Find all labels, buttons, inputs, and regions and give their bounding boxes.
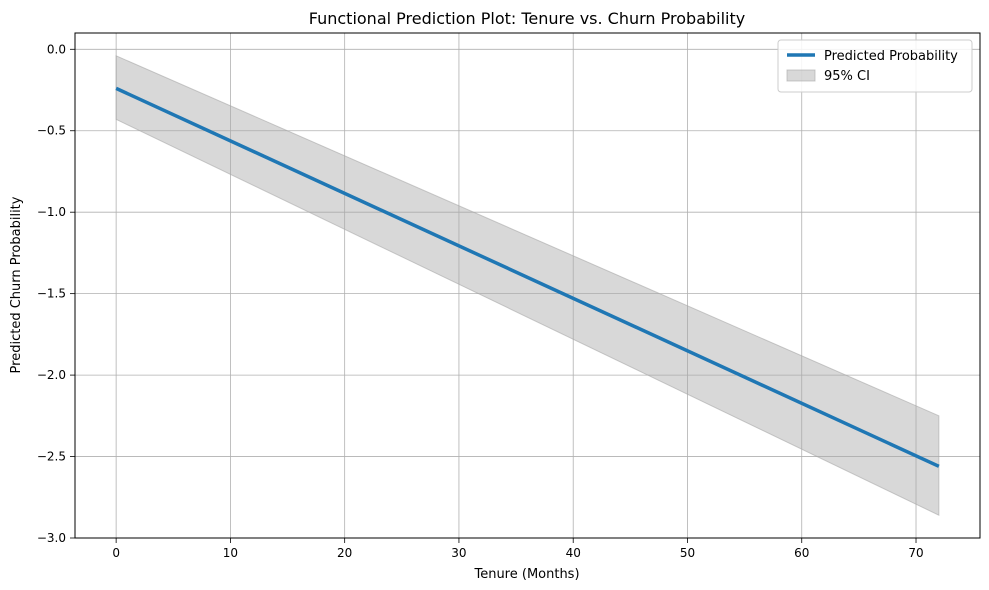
x-tick-label-2: 20	[337, 546, 352, 560]
y-tick-label-3: −1.5	[37, 287, 66, 301]
x-tick-label-3: 30	[451, 546, 466, 560]
x-tick-label-0: 0	[112, 546, 120, 560]
ci-band	[115, 55, 940, 516]
y-tick-label-4: −2.0	[37, 368, 66, 382]
y-tick-label-1: −0.5	[37, 124, 66, 138]
x-axis-label: Tenure (Months)	[473, 567, 579, 582]
y-tick-label-0: 0.0	[47, 42, 66, 56]
y-tick-label-2: −1.0	[37, 205, 66, 219]
x-tick-label-7: 70	[908, 546, 923, 560]
x-tick-label-4: 40	[566, 546, 581, 560]
y-axis-label: Predicted Churn Probability	[9, 196, 24, 373]
legend: Predicted Probability 95% CI	[777, 39, 973, 93]
legend-band-swatch	[786, 69, 816, 82]
chart-title: Functional Prediction Plot: Tenure vs. C…	[309, 9, 745, 28]
legend-label-predicted: Predicted Probability	[824, 49, 958, 64]
axes-frame	[74, 32, 981, 539]
legend-label-ci: 95% CI	[824, 69, 870, 84]
y-tick-label-6: −3.0	[37, 531, 66, 545]
x-tick-label-6: 60	[794, 546, 809, 560]
predicted-probability-line	[115, 86, 940, 468]
y-tick-label-5: −2.5	[37, 450, 66, 464]
x-tick-label-1: 10	[223, 546, 238, 560]
legend-box	[777, 39, 973, 93]
plot-area: 0 10 20 30 40 50 60 70 0.0 −0.5 −1.0 −1.5 −2.0 −2.5 −3…	[37, 32, 981, 560]
x-tick-label-5: 50	[680, 546, 695, 560]
